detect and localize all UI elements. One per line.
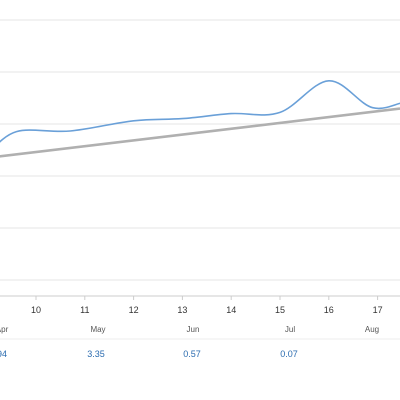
x-tick-label: 11 xyxy=(80,305,89,315)
value-labels: 94 3.35 0.57 0.07 xyxy=(0,349,298,359)
month-label: Jun xyxy=(187,325,200,334)
x-tick-label: 12 xyxy=(129,305,139,315)
month-labels: Apr May Jun Jul Aug xyxy=(0,325,379,334)
x-axis xyxy=(0,295,400,340)
series-layer xyxy=(0,79,400,158)
value-label: 0.57 xyxy=(183,349,201,359)
value-label: 94 xyxy=(0,349,7,359)
x-tick-label: 13 xyxy=(177,305,187,315)
x-tick-label: 10 xyxy=(31,305,41,315)
x-tick-label: 14 xyxy=(226,305,236,315)
x-tick-label: 15 xyxy=(275,305,285,315)
x-tick-label: 17 xyxy=(373,305,383,315)
month-label: May xyxy=(90,325,105,334)
month-label: Jul xyxy=(285,325,295,334)
series-line-1 xyxy=(0,107,400,158)
month-label: Apr xyxy=(0,325,9,334)
value-label: 0.07 xyxy=(280,349,298,359)
gridlines xyxy=(0,19,400,281)
month-label: Aug xyxy=(365,325,379,334)
value-label: 3.35 xyxy=(87,349,105,359)
x-tick-labels: 10 11 12 13 14 15 16 17 xyxy=(31,305,383,315)
x-tick-label: 16 xyxy=(324,305,334,315)
series-line-0 xyxy=(0,79,400,143)
